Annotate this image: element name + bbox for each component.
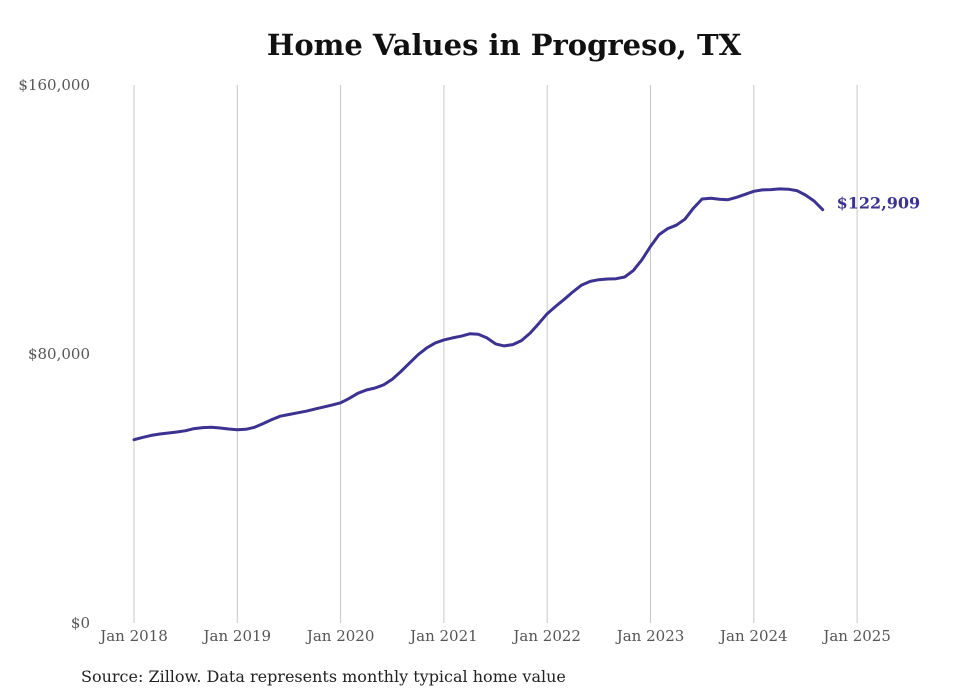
x-tick-label: Jan 2021 bbox=[408, 627, 478, 645]
x-tick-label: Jan 2020 bbox=[305, 627, 375, 645]
y-tick-label: $80,000 bbox=[28, 345, 90, 363]
source-note: Source: Zillow. Data represents monthly … bbox=[81, 667, 566, 686]
chart-title: Home Values in Progreso, TX bbox=[266, 28, 742, 62]
x-tick-label: Jan 2019 bbox=[202, 627, 272, 645]
end-value-label: $122,909 bbox=[837, 194, 921, 213]
y-tick-label: $160,000 bbox=[18, 76, 90, 94]
x-tick-label: Jan 2022 bbox=[511, 627, 581, 645]
x-tick-label: Jan 2023 bbox=[615, 627, 685, 645]
x-tick-label: Jan 2018 bbox=[98, 627, 168, 645]
x-tick-label: Jan 2025 bbox=[821, 627, 891, 645]
x-axis-ticks: Jan 2018 Jan 2019 Jan 2020 Jan 2021 Jan 2022… bbox=[98, 627, 891, 645]
gridlines bbox=[133, 85, 858, 623]
line-chart: $0$80,000$160,000 Jan 2018 Jan 2019 Jan 20… bbox=[18, 76, 921, 645]
series-layer: $122,909 bbox=[132, 187, 921, 442]
y-axis-ticks: $0 $80,000 $160,000 bbox=[18, 76, 90, 632]
y-tick-label: $0 bbox=[71, 614, 90, 632]
series-line bbox=[132, 187, 825, 442]
x-tick-label: Jan 2024 bbox=[718, 627, 788, 645]
